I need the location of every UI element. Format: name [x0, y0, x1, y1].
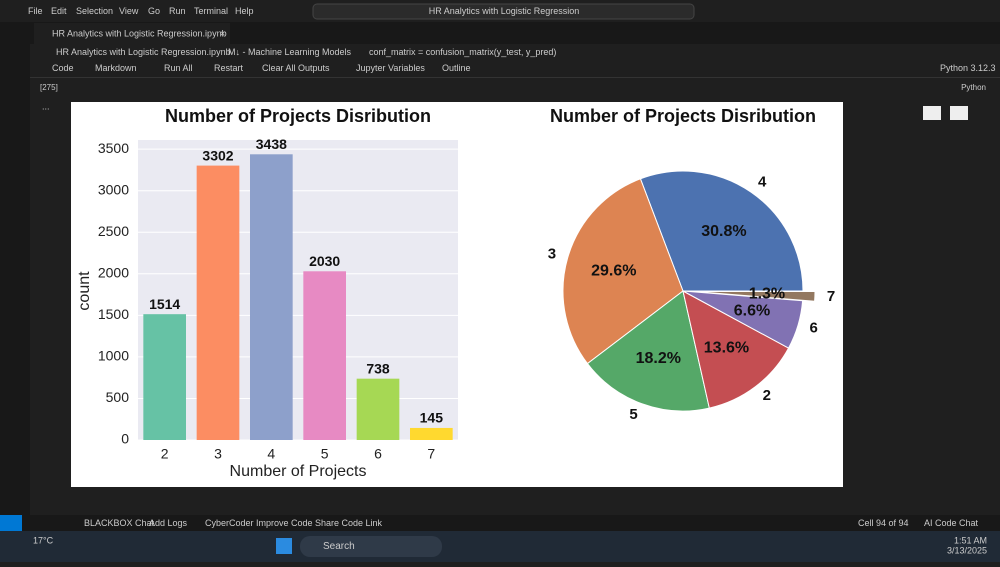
remote-button[interactable]: [0, 515, 22, 531]
breadcrumb-item[interactable]: M↓ - Machine Learning Models: [228, 47, 352, 57]
status-item[interactable]: Improve Code: [256, 518, 313, 528]
pie-category-label: 4: [758, 173, 767, 190]
toolbar-button[interactable]: Markdown: [95, 63, 137, 73]
cell-menu[interactable]: ...: [42, 101, 50, 111]
status-item[interactable]: CyberCoder: [205, 518, 254, 528]
pie-slice: [694, 290, 816, 302]
pie-category-label: 5: [629, 406, 637, 423]
y-tick-label: 1500: [98, 306, 129, 322]
y-tick-label: 3000: [98, 181, 129, 197]
cell-language[interactable]: Python: [961, 83, 986, 92]
status-item[interactable]: AI Code Chat: [924, 518, 979, 528]
data-label: 1514: [149, 296, 180, 312]
clock-date[interactable]: 3/13/2025: [947, 545, 987, 555]
bar: [410, 427, 453, 440]
pie-percent-label: 6.6%: [734, 303, 770, 320]
toolbar-border: [30, 77, 1000, 78]
taskbar-search-text[interactable]: Search: [323, 541, 355, 552]
execution-count: [275]: [40, 83, 58, 92]
x-tick-label: 4: [267, 446, 275, 462]
y-tick-label: 2500: [98, 223, 129, 239]
chart-title: Number of Projects Disribution: [165, 106, 431, 126]
clock-time[interactable]: 1:51 AM: [954, 535, 987, 545]
menu-item[interactable]: View: [119, 6, 139, 16]
toolbar-button[interactable]: Code: [52, 63, 74, 73]
status-item[interactable]: Add Logs: [149, 518, 188, 528]
status-item[interactable]: Cell 94 of 94: [858, 518, 909, 528]
menu-item[interactable]: Selection: [76, 6, 113, 16]
kernel[interactable]: Python 3.12.3: [940, 63, 996, 73]
menu-item[interactable]: Terminal: [194, 6, 228, 16]
pie-category-label: 7: [827, 288, 835, 305]
menu-item[interactable]: File: [28, 6, 43, 16]
tab-bar: [30, 22, 1000, 44]
tab[interactable]: [34, 23, 230, 44]
y-tick-label: 0: [121, 431, 129, 447]
tab-label[interactable]: HR Analytics with Logistic Regression.ip…: [52, 28, 227, 38]
y-tick-label: 1000: [98, 348, 129, 364]
menu-item[interactable]: Edit: [51, 6, 67, 16]
status-item[interactable]: BLACKBOX Chat: [84, 518, 155, 528]
x-tick-label: 2: [161, 446, 169, 462]
search-text[interactable]: HR Analytics with Logistic Regression: [429, 6, 580, 16]
pie-slice: [639, 170, 804, 292]
breadcrumb-item[interactable]: HR Analytics with Logistic Regression.ip…: [56, 47, 231, 57]
y-tick-label: 3500: [98, 140, 129, 156]
pie-slice: [682, 290, 804, 349]
data-label: 3438: [256, 136, 287, 152]
pie-percent-label: 18.2%: [636, 350, 681, 367]
y-tick-label: 500: [106, 389, 130, 405]
status-item[interactable]: Share Code Link: [315, 518, 383, 528]
chart-title: Number of Projects Disribution: [550, 106, 816, 126]
x-tick-label: 7: [427, 446, 435, 462]
y-axis-label: count: [76, 271, 93, 311]
status-bar: [0, 515, 1000, 531]
search-box[interactable]: [312, 3, 695, 20]
data-label: 2030: [309, 253, 340, 269]
tab-close[interactable]: ×: [220, 28, 225, 38]
start-button[interactable]: [276, 538, 292, 554]
pie-slice: [682, 290, 790, 409]
data-label: 3302: [202, 147, 233, 163]
pie-percent-label: 29.6%: [591, 262, 636, 279]
y-tick-label: 2000: [98, 264, 129, 280]
breadcrumb-item[interactable]: conf_matrix = confusion_matrix(y_test, y…: [369, 47, 556, 57]
bar: [356, 378, 400, 440]
pie-percent-label: 30.8%: [701, 223, 746, 240]
pie-slice: [562, 178, 684, 365]
plot-area: [138, 140, 458, 440]
data-label: 145: [420, 410, 444, 426]
bar: [250, 154, 293, 440]
menu-item[interactable]: Run: [169, 6, 186, 16]
menu-item[interactable]: Go: [148, 6, 160, 16]
save-button[interactable]: [950, 106, 968, 120]
toolbar-button[interactable]: Clear All Outputs: [262, 63, 330, 73]
pie-slice: [586, 290, 710, 412]
x-tick-label: 3: [214, 446, 222, 462]
weather: 17°C: [33, 535, 54, 545]
pie-percent-label: 1.3%: [749, 286, 785, 303]
x-tick-label: 5: [321, 446, 329, 462]
bar: [196, 165, 240, 440]
toolbar-button[interactable]: Jupyter Variables: [356, 63, 425, 73]
pie-category-label: 3: [548, 246, 556, 263]
toolbar-button[interactable]: Run All: [164, 63, 193, 73]
x-tick-label: 6: [374, 446, 382, 462]
taskbar-search[interactable]: [300, 536, 442, 557]
taskbar: [0, 531, 1000, 562]
toolbar-button[interactable]: Restart: [214, 63, 244, 73]
bar: [303, 271, 346, 440]
copy-button[interactable]: [923, 106, 941, 120]
x-axis-label: Number of Projects: [230, 463, 367, 480]
activity-bar: [0, 22, 30, 515]
data-label: 738: [366, 360, 390, 376]
bar: [143, 314, 186, 440]
pie-percent-label: 13.6%: [704, 340, 749, 357]
pie-category-label: 2: [763, 387, 771, 404]
pie-category-label: 6: [810, 320, 818, 337]
menu-item[interactable]: Help: [235, 6, 254, 16]
toolbar-button[interactable]: Outline: [442, 63, 471, 73]
